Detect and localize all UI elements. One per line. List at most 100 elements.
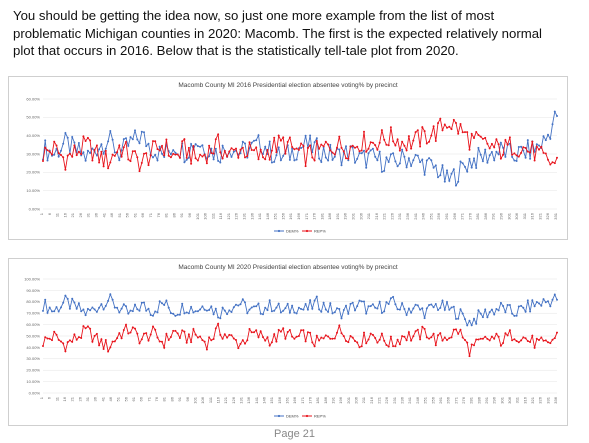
data-point bbox=[185, 341, 188, 344]
data-point bbox=[461, 162, 464, 165]
x-tick-label: 301 bbox=[506, 212, 511, 219]
data-point bbox=[212, 313, 215, 316]
data-point bbox=[262, 313, 264, 316]
y-tick-label: 30.00% bbox=[26, 356, 40, 361]
x-tick-label: 226 bbox=[389, 212, 394, 219]
data-point bbox=[255, 329, 258, 332]
data-point bbox=[196, 145, 199, 148]
data-point bbox=[291, 147, 294, 150]
data-point bbox=[223, 333, 226, 336]
data-point bbox=[499, 301, 502, 304]
data-point bbox=[297, 335, 300, 337]
data-point bbox=[55, 144, 58, 147]
data-point bbox=[42, 309, 44, 312]
data-point bbox=[217, 322, 220, 325]
data-point bbox=[199, 308, 202, 311]
data-point bbox=[401, 148, 404, 151]
data-point bbox=[297, 306, 300, 309]
x-tick-label: 216 bbox=[374, 212, 379, 219]
data-point bbox=[127, 332, 130, 335]
data-point bbox=[329, 143, 332, 146]
data-point bbox=[268, 158, 271, 161]
data-point bbox=[351, 146, 354, 149]
x-tick-label: 1 bbox=[39, 396, 44, 399]
data-point bbox=[464, 165, 466, 168]
data-point bbox=[331, 158, 334, 161]
data-point bbox=[111, 138, 114, 141]
y-tick-label: 60.00% bbox=[26, 322, 40, 327]
data-point bbox=[477, 338, 480, 341]
data-point bbox=[286, 140, 289, 143]
data-point bbox=[174, 153, 177, 156]
data-point bbox=[192, 328, 195, 330]
data-point bbox=[116, 151, 119, 154]
data-point bbox=[340, 164, 343, 167]
data-point bbox=[473, 344, 475, 347]
x-tick-label: 211 bbox=[366, 212, 371, 219]
data-point bbox=[331, 312, 334, 315]
y-tick-label: 40.00% bbox=[26, 345, 40, 350]
data-point bbox=[268, 344, 271, 347]
data-point bbox=[293, 337, 296, 340]
data-point bbox=[185, 158, 188, 161]
data-point bbox=[475, 131, 478, 133]
data-point bbox=[113, 154, 116, 157]
data-point bbox=[383, 169, 386, 172]
data-point bbox=[466, 131, 469, 134]
data-point bbox=[84, 140, 87, 142]
x-tick-label: 76 bbox=[156, 212, 161, 217]
data-point bbox=[82, 325, 85, 328]
x-tick-label: 336 bbox=[553, 396, 558, 403]
x-tick-label: 191 bbox=[335, 212, 340, 219]
data-point bbox=[71, 136, 74, 138]
data-point bbox=[53, 330, 56, 333]
data-point bbox=[506, 304, 509, 306]
data-point bbox=[358, 150, 361, 153]
y-tick-label: 60.00% bbox=[26, 96, 40, 101]
data-point bbox=[464, 131, 466, 134]
x-tick-label: 156 bbox=[280, 212, 285, 219]
data-point bbox=[167, 306, 170, 309]
data-point bbox=[367, 305, 370, 308]
data-point bbox=[165, 299, 168, 302]
data-point bbox=[419, 338, 422, 341]
x-tick-label: 46 bbox=[108, 396, 113, 401]
data-point bbox=[210, 147, 213, 150]
data-point bbox=[71, 340, 74, 343]
x-tick-label: 61 bbox=[131, 396, 136, 401]
data-point bbox=[257, 158, 260, 161]
data-point bbox=[156, 148, 159, 151]
data-point bbox=[55, 333, 58, 336]
data-point bbox=[327, 310, 330, 313]
data-point bbox=[75, 307, 78, 310]
data-point bbox=[107, 350, 110, 353]
data-point bbox=[345, 304, 347, 307]
data-point bbox=[488, 154, 491, 157]
data-point bbox=[288, 136, 291, 139]
data-point bbox=[437, 176, 439, 179]
intro-line-3: plot that occurs in 2016. Below that is … bbox=[13, 43, 459, 58]
data-point bbox=[367, 147, 370, 150]
x-tick-label: 201 bbox=[351, 212, 356, 219]
data-point bbox=[62, 301, 65, 304]
data-point bbox=[154, 310, 157, 313]
data-point bbox=[481, 137, 484, 140]
data-point bbox=[356, 145, 359, 148]
data-point bbox=[120, 307, 123, 310]
data-point bbox=[520, 151, 523, 154]
data-point bbox=[336, 146, 338, 149]
data-point bbox=[394, 160, 397, 163]
data-point bbox=[434, 140, 437, 142]
data-point bbox=[183, 138, 186, 141]
data-point bbox=[239, 342, 242, 345]
data-point bbox=[479, 312, 482, 315]
data-point bbox=[320, 336, 323, 339]
x-tick-label: 306 bbox=[507, 396, 512, 403]
data-point bbox=[416, 129, 419, 132]
x-tick-label: 66 bbox=[140, 212, 145, 217]
data-point bbox=[497, 153, 500, 156]
data-point bbox=[356, 305, 359, 308]
data-point bbox=[419, 145, 422, 148]
data-point bbox=[201, 155, 204, 158]
data-point bbox=[499, 157, 502, 160]
